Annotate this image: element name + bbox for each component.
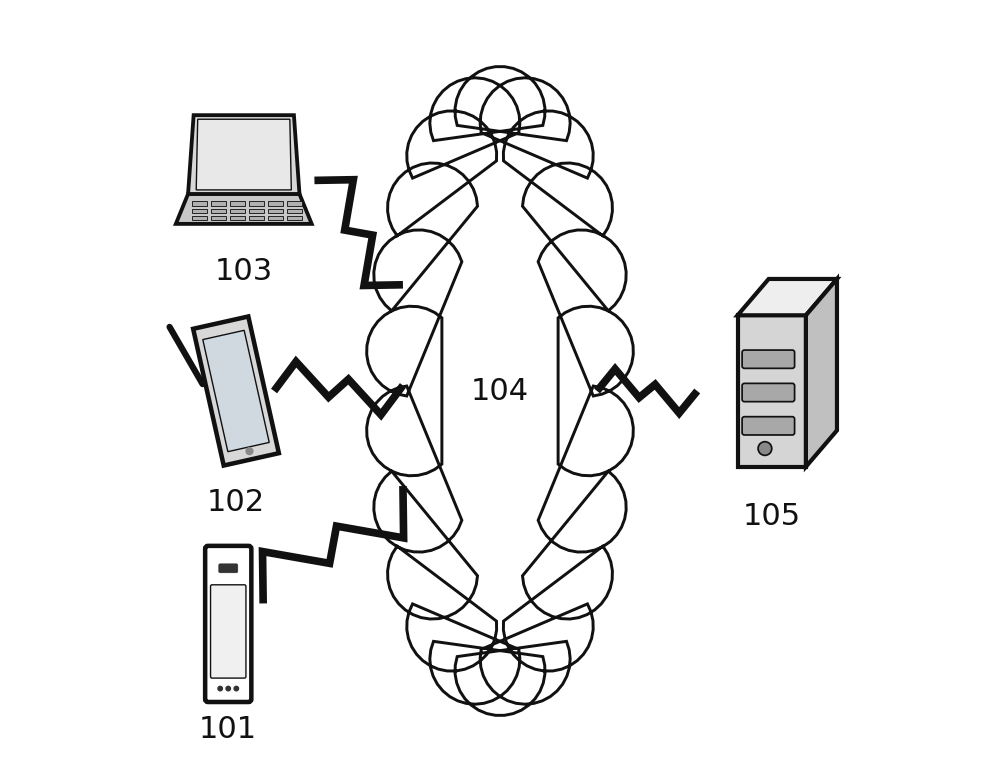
Polygon shape bbox=[192, 202, 207, 206]
Polygon shape bbox=[230, 216, 245, 221]
Polygon shape bbox=[287, 202, 302, 206]
Polygon shape bbox=[287, 209, 302, 213]
Polygon shape bbox=[211, 216, 226, 221]
Polygon shape bbox=[249, 209, 264, 213]
Polygon shape bbox=[268, 216, 283, 221]
Polygon shape bbox=[211, 202, 226, 206]
FancyBboxPatch shape bbox=[742, 350, 795, 368]
Polygon shape bbox=[211, 209, 226, 213]
Circle shape bbox=[218, 687, 222, 691]
Polygon shape bbox=[367, 66, 633, 716]
Text: 103: 103 bbox=[215, 257, 273, 286]
Text: 102: 102 bbox=[207, 487, 265, 517]
Polygon shape bbox=[268, 202, 283, 206]
Polygon shape bbox=[287, 216, 302, 221]
Polygon shape bbox=[176, 194, 312, 224]
Polygon shape bbox=[192, 209, 207, 213]
Polygon shape bbox=[196, 119, 291, 190]
FancyBboxPatch shape bbox=[205, 546, 251, 702]
Circle shape bbox=[758, 442, 772, 455]
Circle shape bbox=[234, 687, 239, 691]
Polygon shape bbox=[249, 202, 264, 206]
Polygon shape bbox=[192, 216, 207, 221]
Circle shape bbox=[246, 448, 253, 454]
Polygon shape bbox=[249, 216, 264, 221]
Polygon shape bbox=[230, 202, 245, 206]
Polygon shape bbox=[188, 115, 299, 194]
Text: 104: 104 bbox=[471, 376, 529, 406]
Polygon shape bbox=[193, 317, 279, 465]
FancyBboxPatch shape bbox=[742, 417, 795, 435]
Polygon shape bbox=[268, 209, 283, 213]
Polygon shape bbox=[738, 315, 806, 467]
Text: 101: 101 bbox=[199, 716, 257, 744]
Polygon shape bbox=[230, 209, 245, 213]
Polygon shape bbox=[738, 279, 837, 315]
Text: 105: 105 bbox=[743, 502, 801, 531]
FancyBboxPatch shape bbox=[742, 383, 795, 402]
Polygon shape bbox=[806, 279, 837, 467]
FancyBboxPatch shape bbox=[219, 564, 238, 573]
Circle shape bbox=[226, 687, 230, 691]
FancyBboxPatch shape bbox=[211, 585, 246, 678]
Polygon shape bbox=[203, 330, 269, 452]
